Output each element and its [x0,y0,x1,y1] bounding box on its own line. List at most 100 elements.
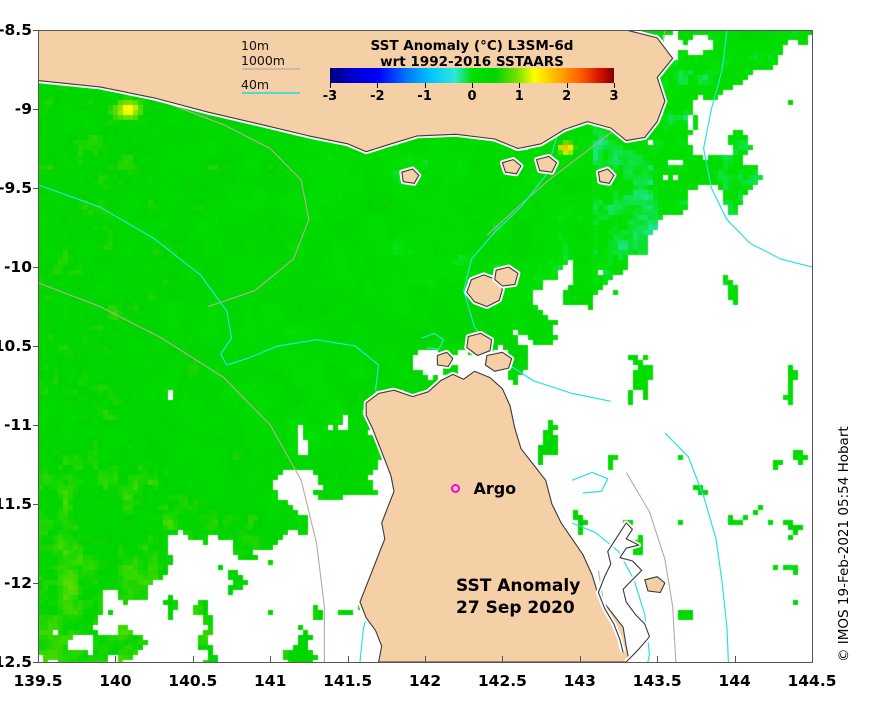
colorbar-tick-mark [330,83,331,88]
island-9-coastline [644,576,666,594]
colorbar [330,68,614,83]
x-tick-mark [812,656,813,662]
depth-legend-item: 10m [241,38,285,53]
x-tick-label: 143.5 [632,672,682,690]
colorbar-tick-mark [519,83,521,88]
colorbar-title: SST Anomaly (°C) L3SM-6d wrt 1992-2016 S… [371,38,574,70]
y-tick-label: -11.5 [0,495,32,513]
island-2-fill [466,333,492,356]
y-tick-mark [33,583,39,584]
land-cape-york-coastline [359,370,630,662]
y-tick-label: -12.5 [0,653,32,671]
se-coast-line [597,522,651,662]
depth-legend-item: 1000m [241,53,300,70]
x-tick-label: 140 [99,672,132,690]
depth-legend-item: 40m [241,77,300,94]
colorbar-tick-label: 1 [514,89,524,104]
island-0-coastline [466,274,503,308]
island-8-coastline [401,168,420,184]
y-tick-mark [33,425,39,426]
y-tick-label: -11 [3,416,32,434]
colorbar-tick-label: 2 [562,89,572,104]
y-tick-mark [33,30,39,31]
contour-40m [38,184,403,662]
x-tick-label: 143 [563,672,596,690]
depth-legend-line [242,92,300,94]
colorbar-tick-mark [424,83,426,88]
contour-1000m [625,472,677,662]
island-9-fill [644,576,665,593]
island-2-coastline [466,332,493,357]
copyright-notice: © IMOS 19-Feb-2021 05:54 Hobart [836,426,852,662]
contour-40m [664,432,729,662]
x-tick-mark [502,656,504,662]
colorbar-tick-mark [566,83,568,88]
map-date-text: 27 Sep 2020 [456,598,575,618]
y-tick-mark [33,188,39,189]
argo-marker-icon[interactable] [451,483,461,493]
island-7-coastline [597,168,615,184]
depth-legend-line [242,68,300,70]
colorbar-tick-label: -3 [322,89,338,104]
island-1-fill [494,267,518,286]
y-tick-label: -10 [3,258,32,276]
x-tick-mark [38,656,39,662]
x-tick-label: 144.5 [787,672,837,690]
island-7-fill [598,169,614,184]
x-tick-mark [734,656,736,662]
x-tick-mark [270,656,272,662]
colorbar-title-line2: wrt 1992-2016 SSTAARS [380,54,564,70]
colorbar-tick-mark [614,83,615,88]
island-0-fill [466,274,503,307]
map-plot-area[interactable] [38,30,813,663]
y-tick-mark [33,346,39,347]
x-tick-label: 141.5 [323,672,373,690]
colorbar-tick-label: 0 [467,89,477,104]
x-tick-mark [579,656,581,662]
x-tick-mark [347,656,349,662]
island-4-fill [437,352,453,367]
map-title-text: SST Anomaly [456,576,581,596]
x-tick-mark [657,656,659,662]
x-tick-mark [425,656,426,662]
contour-40m [421,332,445,350]
depth-legend-label: 10m [241,38,270,53]
y-tick-mark [33,504,39,505]
island-6-fill [536,156,557,173]
contour-40m [702,30,812,268]
y-tick-label: -10.5 [0,337,32,355]
colorbar-tick-mark [377,83,379,88]
x-tick-label: 140.5 [168,672,218,690]
y-tick-mark [33,662,39,663]
island-5-coastline [501,159,522,175]
island-3-fill [485,352,512,372]
land-png-coastline [38,30,674,153]
island-4-coastline [436,351,454,368]
depth-legend-label: 40m [241,77,270,92]
land-png-fill [38,30,673,152]
contour-1000m [38,282,325,662]
y-tick-mark [33,267,39,268]
x-tick-label: 144 [718,672,751,690]
argo-label: Argo [473,478,517,498]
colorbar-title-line1: SST Anomaly (°C) L3SM-6d [370,38,574,54]
x-tick-mark [115,656,117,662]
x-tick-mark [192,656,194,662]
y-tick-label: -8.5 [0,21,32,39]
colorbar-tick-label: 3 [609,89,619,104]
x-tick-label: 142 [408,672,442,690]
colorbar-gradient [330,68,614,83]
x-tick-label: 142.5 [477,672,527,690]
colorbar-tick-mark [472,83,473,88]
coastline-and-contour-overlay [38,30,812,662]
x-tick-label: 139.5 [13,672,63,690]
y-tick-label: -12 [3,574,32,592]
island-8-fill [401,169,419,184]
x-tick-label: 141 [254,672,287,690]
land-cape-york-fill [360,371,630,662]
island-1-coastline [494,266,519,287]
island-5-fill [502,159,521,174]
depth-legend-label: 1000m [241,53,285,68]
island-3-coastline [484,351,513,372]
